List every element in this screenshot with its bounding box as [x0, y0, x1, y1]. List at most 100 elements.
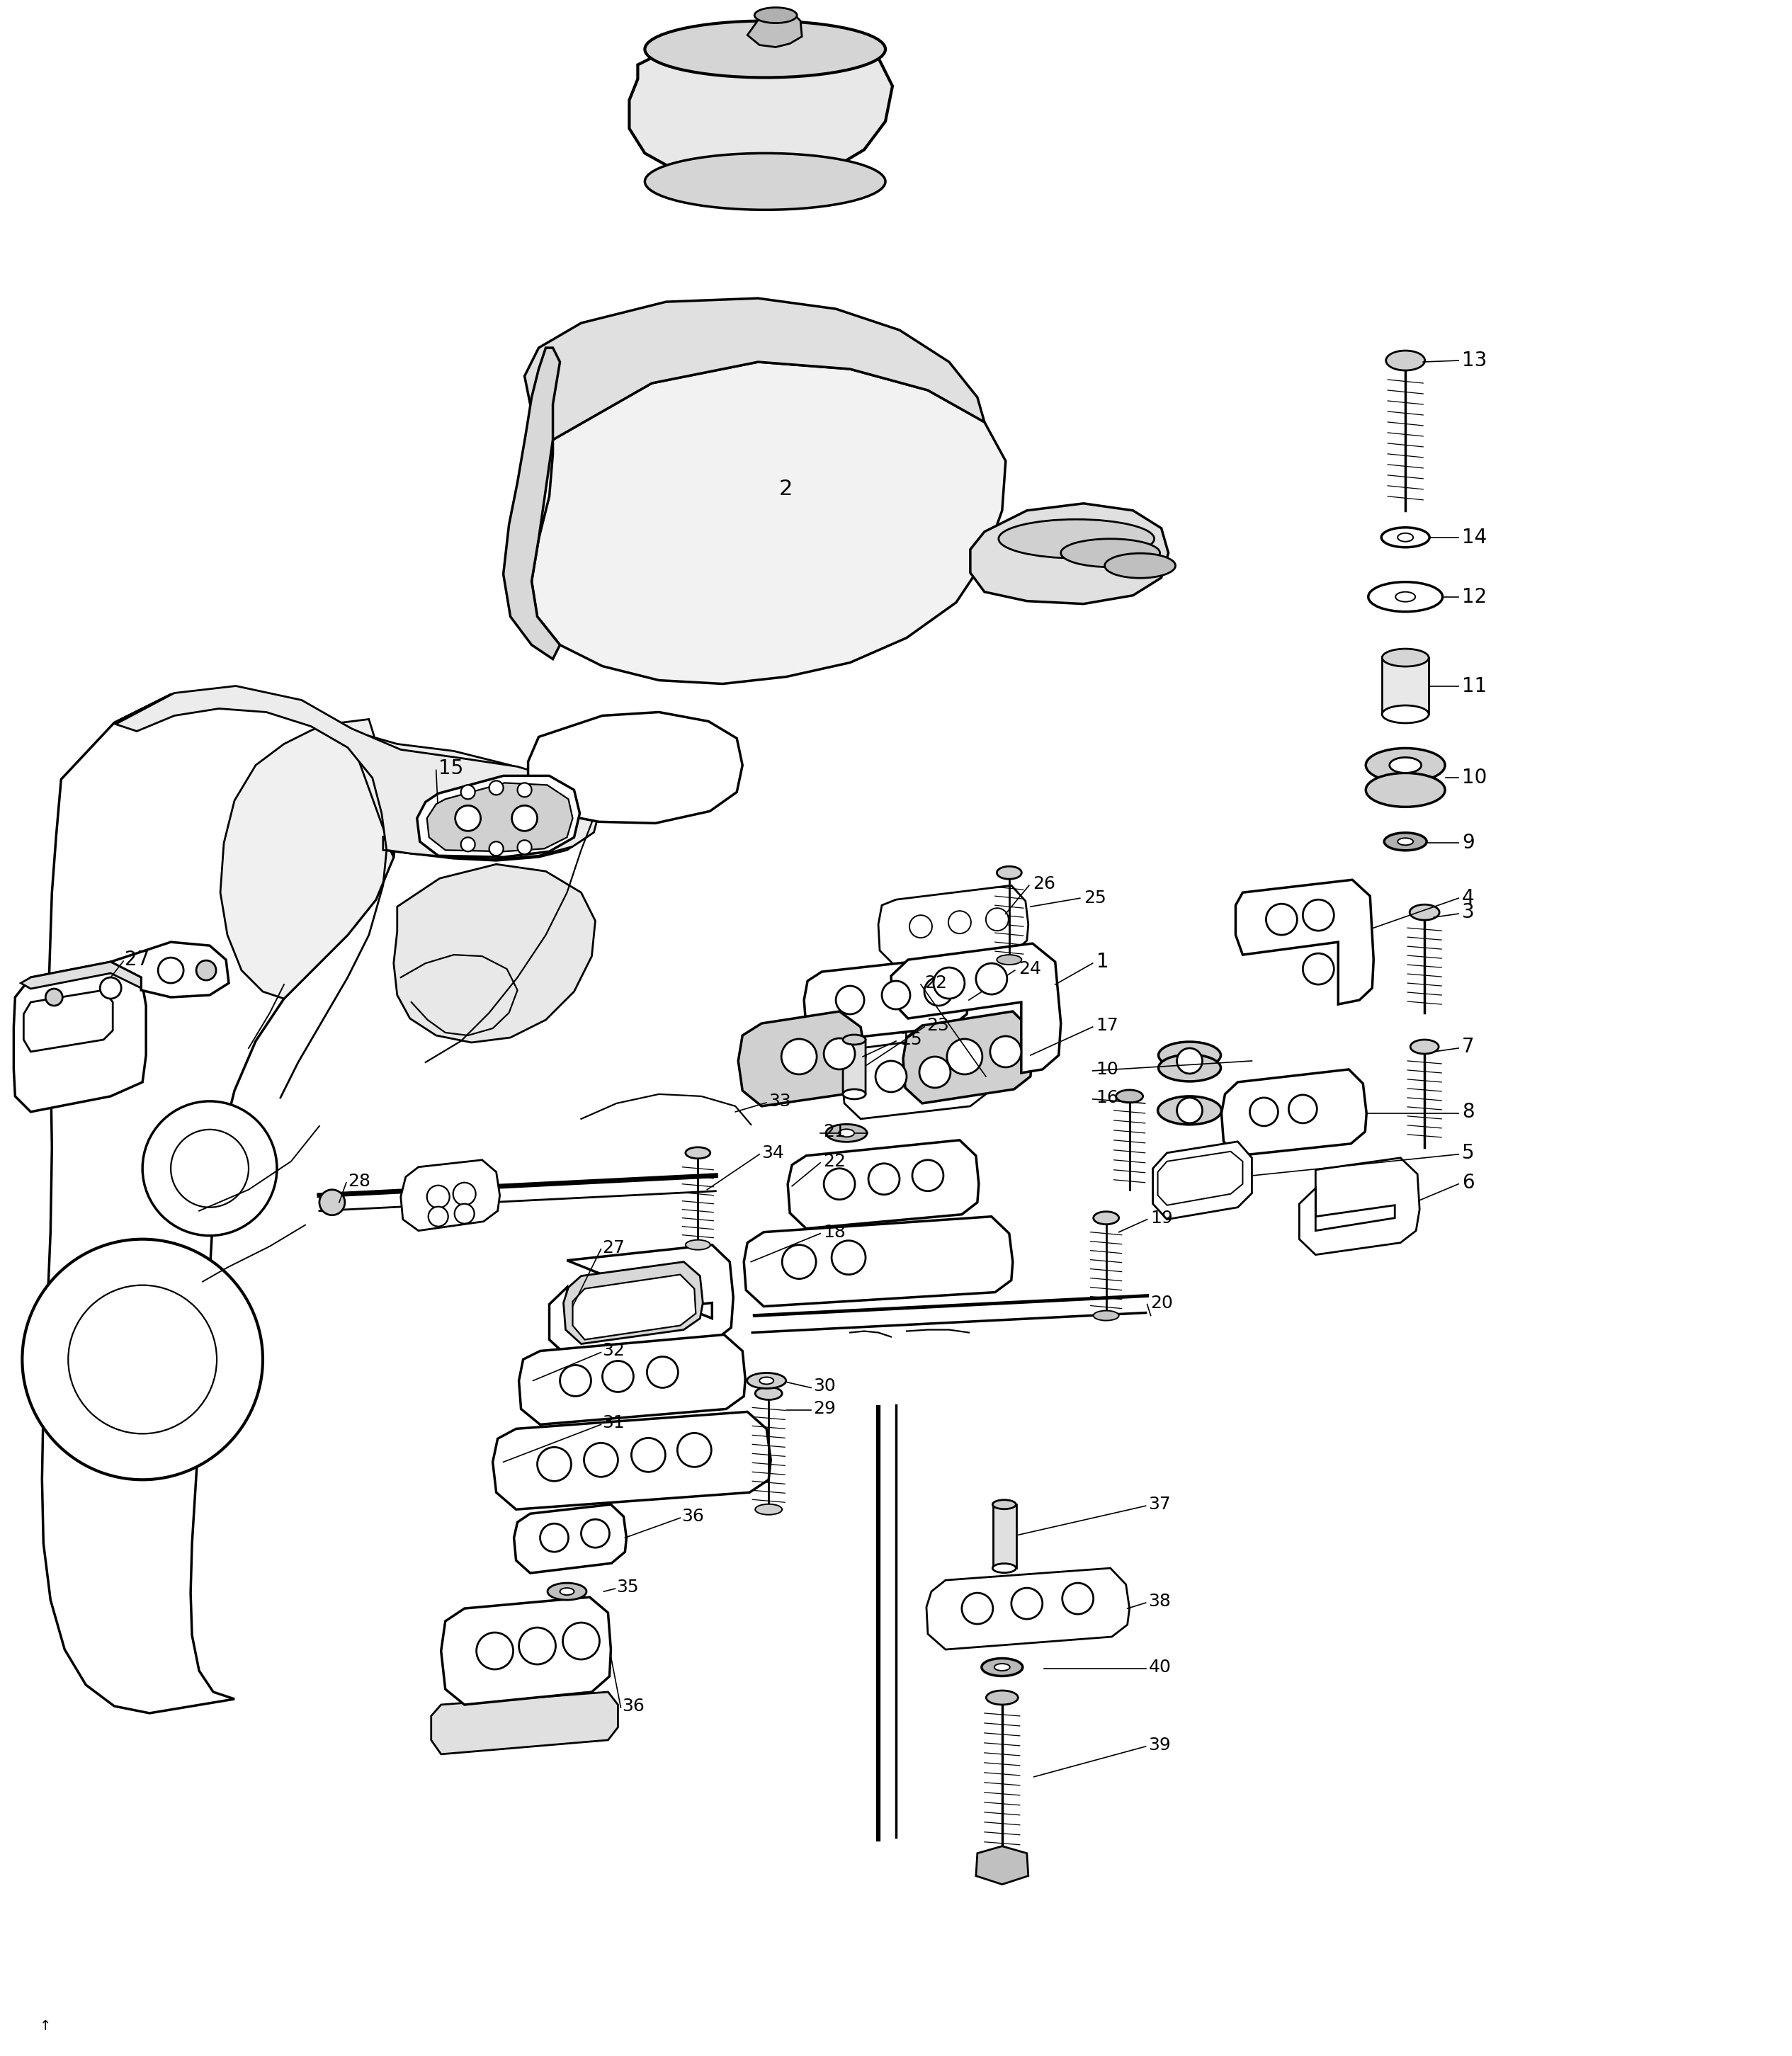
Polygon shape: [744, 1217, 1012, 1306]
Polygon shape: [22, 962, 142, 989]
Polygon shape: [891, 944, 1061, 1073]
Text: 18: 18: [823, 1223, 846, 1240]
Text: 9: 9: [1462, 833, 1475, 853]
Polygon shape: [529, 711, 742, 822]
Ellipse shape: [1369, 582, 1443, 613]
Polygon shape: [977, 1846, 1029, 1885]
Circle shape: [781, 1244, 815, 1279]
Polygon shape: [926, 1569, 1129, 1649]
Ellipse shape: [986, 1690, 1018, 1704]
Text: 10: 10: [1462, 769, 1487, 787]
Ellipse shape: [686, 1147, 710, 1158]
Text: 4: 4: [1462, 888, 1475, 909]
Ellipse shape: [548, 1583, 586, 1600]
Ellipse shape: [1410, 1040, 1439, 1055]
Text: 27: 27: [602, 1240, 625, 1256]
Circle shape: [584, 1443, 618, 1476]
Polygon shape: [514, 1505, 627, 1573]
Ellipse shape: [996, 866, 1021, 880]
Text: 14: 14: [1462, 528, 1487, 547]
Polygon shape: [1158, 1151, 1242, 1205]
Polygon shape: [426, 783, 573, 851]
Text: 36: 36: [681, 1507, 704, 1526]
Circle shape: [489, 841, 504, 855]
Polygon shape: [532, 362, 1005, 685]
Polygon shape: [993, 1505, 1016, 1569]
Circle shape: [518, 841, 532, 855]
Ellipse shape: [993, 1563, 1016, 1573]
Text: 31: 31: [602, 1415, 625, 1431]
Polygon shape: [441, 1598, 611, 1704]
Polygon shape: [432, 1692, 618, 1754]
Circle shape: [824, 1168, 855, 1199]
Ellipse shape: [686, 1240, 710, 1250]
Text: 26: 26: [1032, 876, 1055, 892]
Polygon shape: [493, 1412, 771, 1509]
Circle shape: [1249, 1098, 1278, 1127]
Ellipse shape: [1382, 528, 1430, 547]
Circle shape: [831, 1240, 866, 1275]
Polygon shape: [520, 1334, 745, 1425]
Polygon shape: [550, 1244, 733, 1355]
Polygon shape: [115, 687, 595, 999]
Circle shape: [68, 1285, 217, 1433]
Circle shape: [910, 915, 932, 938]
Text: 33: 33: [769, 1092, 790, 1110]
Ellipse shape: [982, 1659, 1023, 1676]
Ellipse shape: [839, 1129, 855, 1137]
Polygon shape: [14, 962, 145, 1112]
Text: 32: 32: [602, 1343, 625, 1359]
Circle shape: [977, 964, 1007, 995]
Text: 3: 3: [1462, 903, 1475, 923]
Polygon shape: [23, 991, 113, 1053]
Ellipse shape: [1061, 539, 1159, 567]
Polygon shape: [805, 958, 969, 1040]
Circle shape: [22, 1240, 263, 1480]
Text: 36: 36: [622, 1698, 645, 1715]
Polygon shape: [1222, 1069, 1367, 1155]
Text: 5: 5: [1462, 1143, 1475, 1164]
Ellipse shape: [998, 520, 1154, 559]
Text: 8: 8: [1462, 1102, 1475, 1123]
Circle shape: [1265, 905, 1297, 935]
Circle shape: [319, 1190, 344, 1215]
Circle shape: [1303, 954, 1333, 985]
Circle shape: [948, 911, 971, 933]
Text: 28: 28: [348, 1172, 371, 1190]
Text: 10: 10: [1097, 1061, 1118, 1077]
Circle shape: [934, 968, 964, 999]
Text: 16: 16: [1097, 1090, 1118, 1106]
Ellipse shape: [1093, 1211, 1118, 1223]
Circle shape: [538, 1447, 572, 1480]
Polygon shape: [573, 1275, 695, 1341]
Circle shape: [581, 1519, 609, 1548]
Circle shape: [1177, 1098, 1202, 1123]
Circle shape: [882, 981, 910, 1009]
Circle shape: [563, 1622, 600, 1659]
Polygon shape: [747, 8, 801, 47]
Ellipse shape: [996, 954, 1021, 964]
Ellipse shape: [993, 1501, 1016, 1509]
Text: 40: 40: [1149, 1659, 1172, 1676]
Circle shape: [1303, 901, 1333, 931]
Polygon shape: [969, 504, 1168, 604]
Text: 2: 2: [780, 479, 794, 500]
Polygon shape: [1382, 658, 1428, 713]
Text: 13: 13: [1462, 352, 1487, 370]
Text: 19: 19: [1150, 1209, 1174, 1227]
Ellipse shape: [1093, 1310, 1118, 1320]
Text: 25: 25: [1084, 890, 1106, 907]
Circle shape: [453, 1182, 475, 1205]
Circle shape: [100, 977, 122, 999]
Ellipse shape: [1385, 352, 1425, 370]
Polygon shape: [842, 1040, 866, 1094]
Ellipse shape: [995, 1663, 1011, 1672]
Text: 30: 30: [814, 1378, 835, 1394]
Ellipse shape: [754, 8, 797, 23]
Polygon shape: [1236, 880, 1374, 1003]
Text: 21: 21: [823, 1123, 846, 1141]
Ellipse shape: [842, 1034, 866, 1044]
Polygon shape: [563, 1262, 702, 1345]
Circle shape: [835, 987, 864, 1014]
Circle shape: [461, 785, 475, 800]
